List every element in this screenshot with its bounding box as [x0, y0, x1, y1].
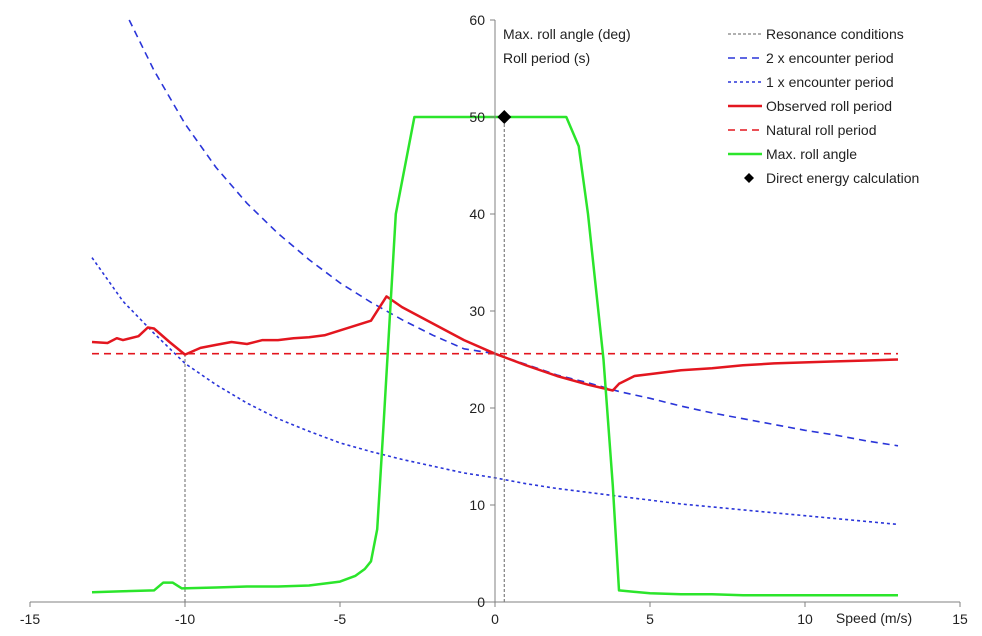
y-tick-label: 60: [469, 12, 485, 28]
legend-label-resonance-conditions: Resonance conditions: [766, 26, 904, 42]
x-tick-label: 10: [797, 611, 813, 627]
x-tick-label: 5: [646, 611, 654, 627]
legend-label-1-x-encounter-period: 1 x encounter period: [766, 74, 894, 90]
max-roll-angle-line: [91, 115, 898, 597]
x-axis-label: Speed (m/s): [836, 610, 912, 626]
direct-energy-calculation-marker: [497, 110, 512, 124]
legend-label-max-roll-angle: Max. roll angle: [766, 146, 857, 162]
observed-roll-period-line: [91, 295, 899, 392]
x-tick-label: -5: [334, 611, 347, 627]
legend-label-2-x-encounter-period: 2 x encounter period: [766, 50, 894, 66]
y-tick-label: 10: [469, 497, 485, 513]
legend-label-natural-roll-period: Natural roll period: [766, 122, 877, 138]
y-axis-label: Roll period (s): [503, 50, 590, 66]
y-axis-label: Max. roll angle (deg): [503, 26, 631, 42]
legend: Resonance conditions 2 x encounter period…: [728, 26, 919, 186]
x-tick-label: -10: [175, 611, 195, 627]
legend-label-observed-roll-period: Observed roll period: [766, 98, 892, 114]
y-tick-label: 30: [469, 303, 485, 319]
y-tick-label: 50: [469, 109, 485, 125]
y-tick-label: 0: [477, 594, 485, 610]
legend-label-direct-energy-calculation: Direct energy calculation: [766, 170, 919, 186]
axis-layer: -15 -10 -5 0 5 10 15 0 10 20 30 40 50 60 Speed (m/s) Ma…: [20, 12, 968, 627]
x-tick-label: -15: [20, 611, 40, 627]
x-tick-label: 15: [952, 611, 968, 627]
legend-swatch-direct-energy-calculation: [744, 173, 754, 183]
y-tick-label: 40: [469, 206, 485, 222]
x-tick-label: 0: [491, 611, 499, 627]
y-tick-label: 20: [469, 400, 485, 416]
